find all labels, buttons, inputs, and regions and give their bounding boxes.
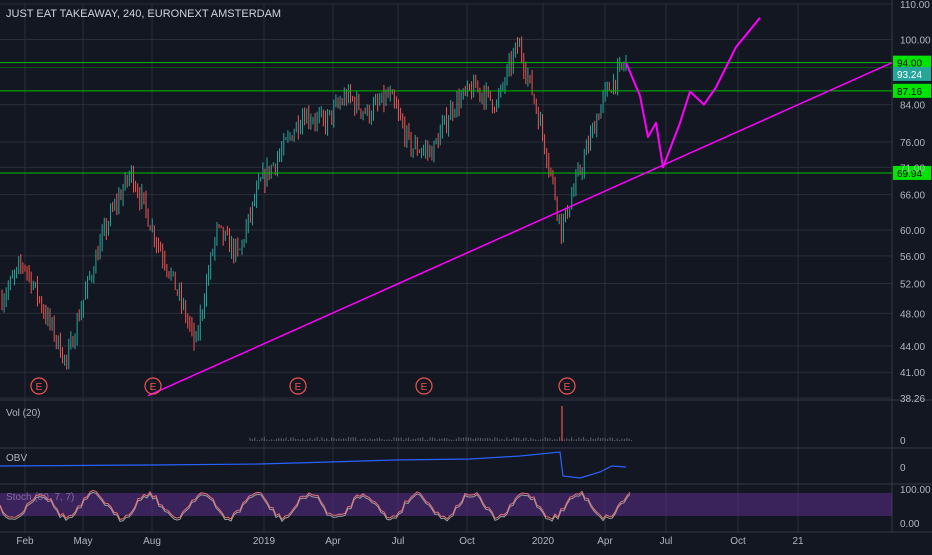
- axes: 110.00 100.00 84.00 76.00 71.00 66.00 60.00 56.…: [16, 0, 931, 547]
- y-tick-label: 44.00: [900, 342, 925, 353]
- x-tick-label: Jul: [660, 536, 673, 547]
- y-tick-label: 110.00: [900, 0, 930, 11]
- level-price-badge: [893, 83, 931, 98]
- earnings-marker-label: E: [564, 382, 571, 393]
- x-tick-label: Aug: [143, 536, 161, 547]
- stoch-d-line: [0, 491, 631, 523]
- level-price-badge: [893, 55, 931, 70]
- x-tick-label: Oct: [730, 536, 746, 547]
- level-price-label: 69.94: [897, 169, 922, 180]
- last-price-label: 93.24: [897, 70, 922, 81]
- earnings-marker-label: E: [421, 382, 428, 393]
- x-tick-label: 2019: [253, 536, 276, 547]
- earnings-marker[interactable]: [30, 377, 48, 395]
- volume-pane-title: Vol (20): [6, 408, 40, 419]
- x-tick-label: Oct: [459, 536, 475, 547]
- y-tick-label: 56.00: [900, 252, 925, 263]
- x-tick-label: 2020: [532, 536, 555, 547]
- earnings-marker-label: E: [36, 382, 43, 393]
- symbol-title: JUST EAT TAKEAWAY, 240, EURONEXT AMSTERD…: [6, 8, 281, 20]
- x-tick-label: Jul: [392, 536, 405, 547]
- earnings-marker-label: E: [150, 382, 157, 393]
- obv-axis-label: 0: [900, 463, 906, 474]
- y-tick-label: 52.00: [900, 280, 925, 291]
- x-tick-label: May: [74, 536, 93, 547]
- price-candles[interactable]: [1, 36, 627, 370]
- grid-lines: [0, 0, 932, 533]
- earnings-marker[interactable]: [558, 377, 576, 395]
- projected-price-path[interactable]: [625, 17, 761, 169]
- obv-pane-title: OBV: [6, 453, 27, 464]
- earnings-marker[interactable]: [415, 377, 433, 395]
- horizontal-levels[interactable]: 94.00 87.16 69.94 93.24: [0, 55, 931, 180]
- stoch-band: [0, 493, 892, 516]
- level-price-label: 94.00: [897, 59, 922, 70]
- level-price-badge: [893, 165, 931, 180]
- level-price-label: 87.16: [897, 87, 922, 98]
- y-tick-label: 41.00: [900, 368, 925, 379]
- ascending-trendline[interactable]: [147, 61, 893, 397]
- x-tick-label: 21: [792, 536, 804, 547]
- x-tick-label: Apr: [325, 536, 341, 547]
- obv-line: [0, 451, 627, 479]
- y-tick-label: 38.26: [900, 394, 925, 405]
- last-price-badge: [893, 66, 931, 81]
- stoch-axis-label-bottom: 0.00: [900, 519, 920, 530]
- volume-axis-label: 0: [900, 436, 906, 447]
- y-tick-label: 84.00: [900, 101, 925, 112]
- y-tick-label: 48.00: [900, 309, 925, 320]
- y-tick-label: 76.00: [900, 138, 925, 149]
- y-tick-label: 66.00: [900, 191, 925, 202]
- stoch-axis-label-top: 100.00: [900, 485, 931, 496]
- earnings-marker[interactable]: [289, 377, 307, 395]
- y-tick-label: 100.00: [900, 36, 931, 47]
- y-tick-label: 60.00: [900, 226, 925, 237]
- stoch-k-line: [0, 489, 631, 521]
- earnings-marker-label: E: [295, 382, 302, 393]
- x-tick-label: Feb: [16, 536, 34, 547]
- x-tick-label: Apr: [597, 536, 613, 547]
- earnings-marker[interactable]: [144, 377, 162, 395]
- indicator-panes[interactable]: Vol (20)0OBV0Stoch (80, 7, 7)100.000.00: [0, 406, 931, 530]
- y-tick-label: 71.00: [900, 163, 925, 174]
